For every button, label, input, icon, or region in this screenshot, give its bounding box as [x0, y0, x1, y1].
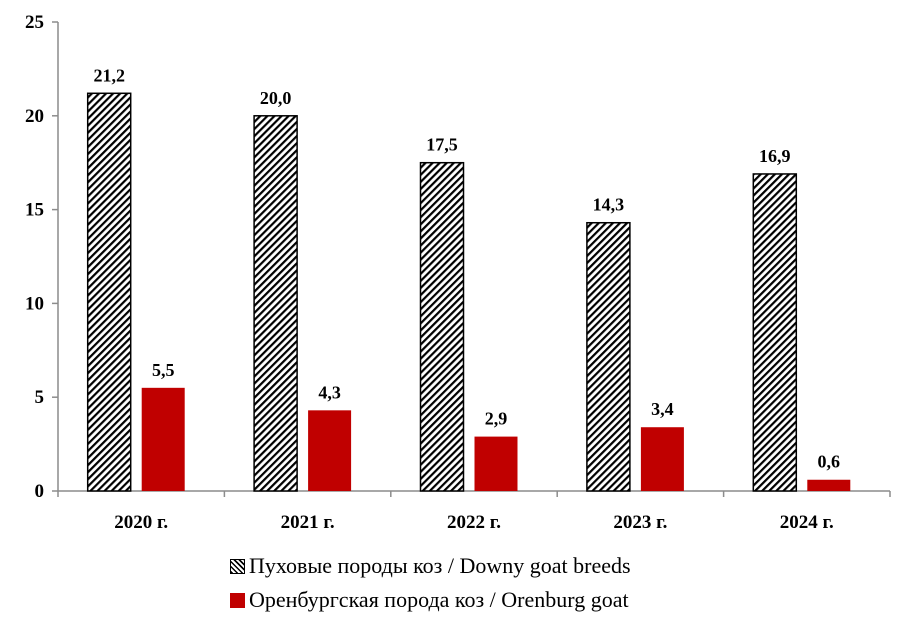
data-label-downy: 16,9	[759, 146, 791, 166]
y-tick-label: 25	[25, 12, 44, 33]
x-axis: 2020 г. 2021 г. 2022 г. 2023 г. 2024 г.	[57, 490, 891, 533]
y-tick-label: 10	[25, 293, 44, 314]
x-tick-label: 2021 г.	[281, 512, 335, 533]
bar-downy	[86, 92, 132, 492]
data-label-orenburg: 4,3	[318, 382, 341, 402]
y-tick-label: 20	[25, 106, 44, 127]
bar-orenburg	[807, 479, 851, 491]
x-tick-label: 2022 г.	[447, 512, 501, 533]
data-label-downy: 20,0	[260, 88, 292, 108]
y-tick-label: 15	[25, 200, 44, 221]
bar-downy	[253, 115, 298, 492]
y-tick-label: 5	[35, 387, 45, 408]
bars: 21,2 20,0 17,5 14,3 16,9 5,5 4,3 2,9 3,4 0,6	[86, 65, 851, 492]
data-label-orenburg: 5,5	[152, 360, 175, 380]
bar-downy	[586, 221, 631, 492]
y-axis: 0 5 10 15 20 25	[25, 12, 59, 502]
y-tick-label: 0	[35, 481, 45, 502]
data-label-downy: 21,2	[93, 65, 125, 85]
bar-orenburg	[308, 410, 352, 491]
legend-swatch-orenburg	[230, 592, 245, 608]
bar-downy	[419, 161, 465, 492]
legend-swatch-downy	[230, 558, 245, 574]
data-label-orenburg: 2,9	[485, 409, 508, 429]
bar-orenburg	[141, 387, 185, 491]
legend-item-downy: Пуховые породы коз / Downy goat breeds	[230, 553, 631, 579]
legend-label-downy: Пуховые породы коз / Downy goat breeds	[249, 553, 631, 578]
bar-orenburg	[474, 436, 518, 491]
data-label-downy: 17,5	[426, 135, 458, 155]
x-tick-label: 2020 г.	[114, 512, 168, 533]
bar-orenburg	[640, 427, 684, 491]
legend-label-orenburg: Оренбургская порода коз / Orenburg goat	[249, 587, 629, 612]
x-tick-label: 2023 г.	[613, 512, 667, 533]
legend-item-orenburg: Оренбургская порода коз / Orenburg goat	[230, 587, 629, 613]
data-label-orenburg: 0,6	[818, 452, 841, 472]
data-label-downy: 14,3	[593, 195, 625, 215]
data-label-orenburg: 3,4	[651, 399, 674, 419]
x-tick-label: 2024 г.	[780, 512, 834, 533]
bar-downy	[752, 173, 798, 492]
